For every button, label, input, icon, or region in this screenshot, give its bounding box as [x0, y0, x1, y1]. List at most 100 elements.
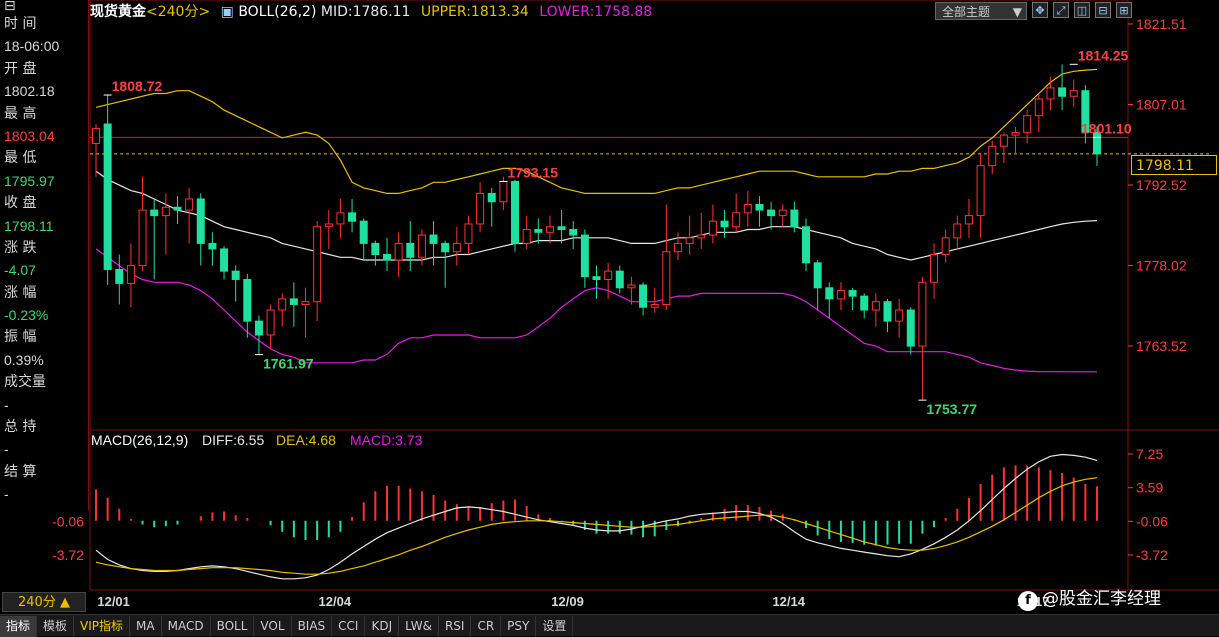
- tab-item[interactable]: 设置: [536, 616, 574, 637]
- info-label: 振 幅: [4, 329, 37, 346]
- candle-body: [138, 209, 147, 267]
- tab-item[interactable]: BOLL: [211, 616, 255, 637]
- expand-icon[interactable]: ⤢: [1053, 2, 1069, 18]
- tab-item[interactable]: 模板: [37, 616, 75, 637]
- tab-item[interactable]: MACD: [162, 616, 211, 637]
- tab-item[interactable]: KDJ: [365, 616, 400, 637]
- candle-body: [918, 281, 927, 347]
- chevron-down-icon: ▼: [1012, 5, 1022, 19]
- candle-body: [1034, 98, 1043, 117]
- price-tick-label: 1792.52: [1136, 177, 1187, 193]
- macd-dea-value: DEA:4.68: [276, 432, 336, 448]
- boll-indicator-name[interactable]: BOLL(26,2): [238, 4, 317, 20]
- candle-body: [697, 234, 706, 239]
- watermark-text: @股金汇李经理: [1042, 589, 1161, 609]
- candle-body: [429, 234, 438, 244]
- tab-item[interactable]: CR: [471, 616, 502, 637]
- candle-body: [359, 220, 368, 244]
- candle-body: [278, 298, 287, 311]
- candle-body: [301, 301, 310, 305]
- candle-body: [825, 287, 834, 300]
- candle-body: [569, 229, 578, 236]
- zoom-in-icon[interactable]: ⊞: [1116, 2, 1132, 18]
- period-button[interactable]: 240分 ▲: [2, 592, 86, 612]
- candle-body: [406, 242, 415, 258]
- candle-body: [720, 220, 729, 228]
- tab-item[interactable]: LW&: [399, 616, 439, 637]
- candle-body: [382, 253, 391, 261]
- boll-icon: ▣: [220, 4, 234, 20]
- tab-item[interactable]: PSY: [501, 616, 537, 637]
- watermark: f @股金汇李经理: [1018, 584, 1161, 611]
- candle-body: [836, 290, 845, 300]
- brand-logo-icon: f: [1018, 591, 1038, 611]
- candle-body: [464, 223, 473, 244]
- candle-body: [895, 309, 904, 322]
- macd-dea-line: [95, 477, 1098, 575]
- candle-body: [394, 242, 403, 261]
- tab-item[interactable]: CCI: [332, 616, 366, 637]
- info-label: 时 间: [4, 16, 37, 32]
- price-tick-label: 1763.52: [1136, 338, 1187, 354]
- candle-body: [336, 212, 345, 225]
- extreme-label: 1801.10: [1081, 120, 1132, 136]
- candle-body: [580, 234, 589, 278]
- candle-body: [220, 248, 229, 272]
- candle-body: [196, 198, 205, 244]
- price-tick-label: 1778.02: [1136, 257, 1187, 273]
- candle-body: [1093, 131, 1101, 155]
- candle-body: [813, 262, 822, 289]
- info-value: 1802.18: [4, 83, 55, 100]
- candle-body: [662, 251, 671, 305]
- candle-body: [941, 237, 950, 255]
- theme-dropdown[interactable]: 全部主题 ▼: [935, 2, 1027, 20]
- candle-body: [615, 270, 624, 289]
- info-value: -: [4, 396, 9, 413]
- candle-body: [511, 180, 520, 244]
- info-value: 0.39%: [4, 351, 44, 368]
- tab-item[interactable]: VIP指标: [74, 616, 131, 637]
- tab-item[interactable]: BIAS: [292, 616, 333, 637]
- extreme-label: 1761.97: [263, 356, 314, 372]
- candle-body: [371, 242, 380, 255]
- candle-body: [1046, 87, 1055, 100]
- candle-body: [185, 198, 194, 211]
- layout-icon[interactable]: ◫: [1074, 2, 1090, 18]
- info-panel-corner-icon[interactable]: ⊟: [4, 0, 16, 14]
- candle-body: [953, 223, 962, 239]
- tab-item[interactable]: RSI: [439, 616, 472, 637]
- info-label: 成交量: [4, 374, 46, 391]
- macd-left-tick-label: -0.06: [52, 513, 84, 529]
- extreme-label: 1808.72: [112, 78, 163, 94]
- zoom-out-icon[interactable]: ⊟: [1095, 2, 1111, 18]
- candle-body: [103, 123, 112, 270]
- price-tick-label: 1807.01: [1136, 97, 1187, 113]
- candle-body: [685, 237, 694, 244]
- macd-tick-label: 3.59: [1136, 480, 1163, 496]
- boll-upper-line: [95, 68, 1098, 194]
- candle-body: [348, 212, 357, 222]
- period-label[interactable]: <240分>: [146, 4, 211, 20]
- instrument-name[interactable]: 现货黄金: [90, 4, 146, 20]
- candle-body: [324, 223, 333, 228]
- extreme-label: 1793.15: [507, 164, 558, 180]
- x-axis-label: 12/14: [772, 594, 805, 609]
- candle-body: [452, 242, 461, 253]
- crosshair-icon[interactable]: ✥: [1032, 2, 1048, 18]
- candle-body: [650, 303, 659, 308]
- x-axis-label: 12/09: [551, 594, 584, 609]
- candle-body: [790, 209, 799, 228]
- theme-dropdown-label: 全部主题: [942, 5, 991, 19]
- candle-body: [522, 229, 531, 244]
- candle-body: [930, 253, 939, 283]
- candle-body: [266, 309, 275, 336]
- x-axis-label: 12/04: [319, 594, 352, 609]
- tab-item[interactable]: MA: [130, 616, 162, 637]
- candle-body: [906, 309, 915, 347]
- tab-item[interactable]: 指标: [0, 616, 38, 637]
- candle-body: [708, 220, 717, 236]
- tab-item[interactable]: VOL: [254, 616, 292, 637]
- candle-body: [1081, 90, 1090, 133]
- candle-body: [557, 226, 566, 231]
